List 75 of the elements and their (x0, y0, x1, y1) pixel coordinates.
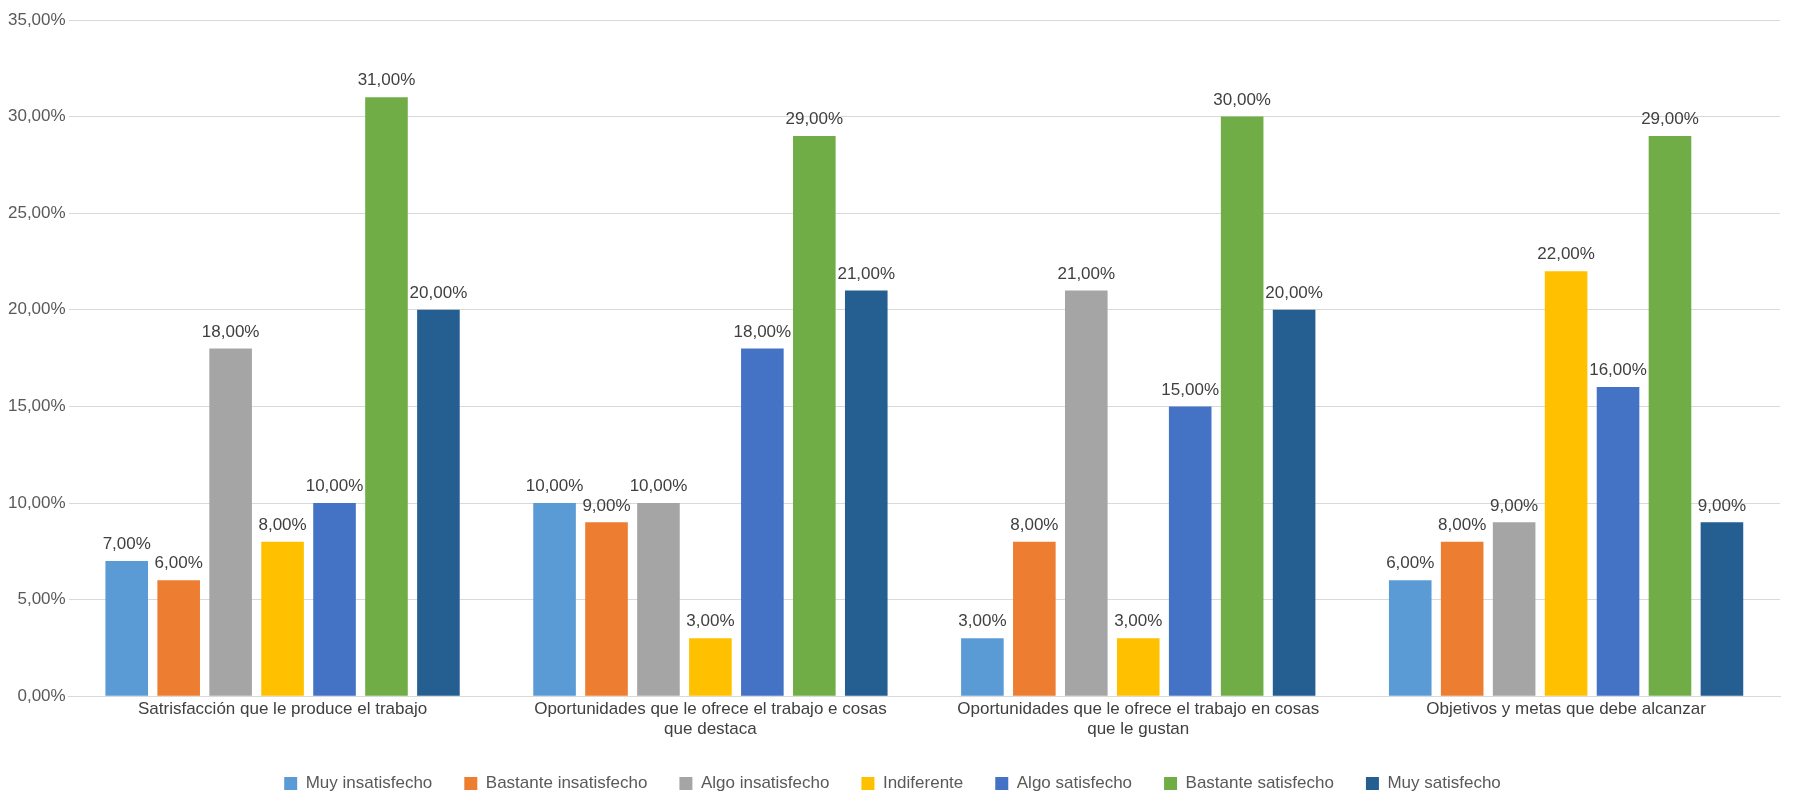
data-label: 18,00% (733, 321, 792, 341)
x-tick-label: Satrisfacción que le produce el trabajo (137, 699, 428, 719)
bar (793, 135, 836, 696)
data-label: 9,00% (1490, 495, 1539, 515)
bar (261, 541, 304, 696)
x-tick-label: Oportunidades que le ofrece el trabajo en cosas que le gustan (957, 699, 1320, 739)
bar (1013, 541, 1056, 696)
data-label: 10,00% (305, 476, 364, 496)
data-label: 30,00% (1213, 89, 1271, 109)
data-label: 21,00% (837, 263, 896, 283)
bar (585, 522, 628, 696)
legend-label: Bastante insatisfecho (485, 773, 648, 793)
bar (1272, 309, 1316, 696)
bar (365, 97, 408, 696)
y-tick-label: 20,00% (7, 299, 66, 319)
bar (689, 638, 732, 696)
data-label: 10,00% (629, 476, 688, 496)
y-tick-label: 5,00% (17, 589, 66, 609)
data-label: 3,00% (958, 611, 1007, 631)
bar (961, 638, 1004, 696)
y-tick-label: 0,00% (17, 685, 66, 705)
data-label: 3,00% (686, 611, 735, 631)
bar (1648, 135, 1692, 696)
x-tick-label: Oportunidades que le ofrece el trabajo e cosas que destaca (534, 699, 887, 739)
data-label: 9,00% (582, 495, 631, 515)
x-tick-label: Objetivos y metas que debe alcanzar (1426, 699, 1707, 719)
bar (741, 348, 784, 696)
bar (1064, 290, 1108, 696)
data-label: 10,00% (525, 476, 584, 496)
y-tick-label: 10,00% (7, 492, 66, 512)
data-label: 31,00% (357, 70, 416, 90)
bar (1388, 580, 1432, 696)
data-label: 20,00% (409, 282, 468, 302)
data-label: 8,00% (1010, 514, 1059, 534)
y-tick-label: 35,00% (7, 9, 66, 29)
bar (1440, 541, 1484, 696)
data-label: 15,00% (1161, 379, 1220, 399)
data-label: 18,00% (201, 321, 260, 341)
legend-label: Bastante satisfecho (1185, 773, 1334, 793)
y-tick-label: 25,00% (7, 202, 66, 222)
bar (209, 348, 252, 696)
data-label: 20,00% (1265, 282, 1323, 302)
y-tick-label: 30,00% (7, 106, 66, 126)
legend-label: Indiferente (882, 773, 964, 793)
data-label: 8,00% (258, 514, 307, 534)
data-label: 7,00% (102, 534, 151, 554)
bar (1168, 406, 1212, 696)
bar (1544, 271, 1588, 696)
bar (157, 580, 200, 696)
data-label: 9,00% (1697, 495, 1747, 515)
y-tick-label: 15,00% (7, 396, 66, 416)
data-label: 29,00% (785, 109, 844, 129)
bar (313, 503, 356, 696)
legend-label: Muy insatisfecho (305, 773, 433, 793)
bar (1596, 387, 1640, 696)
bar (844, 290, 888, 696)
bar (1220, 116, 1264, 696)
data-label: 3,00% (1114, 611, 1163, 631)
data-label: 8,00% (1438, 514, 1487, 534)
bar (533, 503, 576, 696)
data-label: 6,00% (1386, 553, 1435, 573)
bar (1700, 522, 1744, 696)
bar (417, 309, 460, 696)
data-label: 29,00% (1641, 109, 1699, 129)
legend-label: Algo insatisfecho (700, 773, 830, 793)
bar (637, 503, 680, 696)
bar (1492, 522, 1536, 696)
legend-label: Muy satisfecho (1387, 773, 1501, 793)
data-label: 21,00% (1057, 263, 1116, 283)
bar (1116, 638, 1160, 696)
data-label: 16,00% (1589, 360, 1647, 380)
data-label: 22,00% (1537, 244, 1595, 264)
bar (105, 560, 149, 696)
legend-label: Algo satisfecho (1016, 773, 1133, 793)
data-label: 6,00% (154, 553, 203, 573)
